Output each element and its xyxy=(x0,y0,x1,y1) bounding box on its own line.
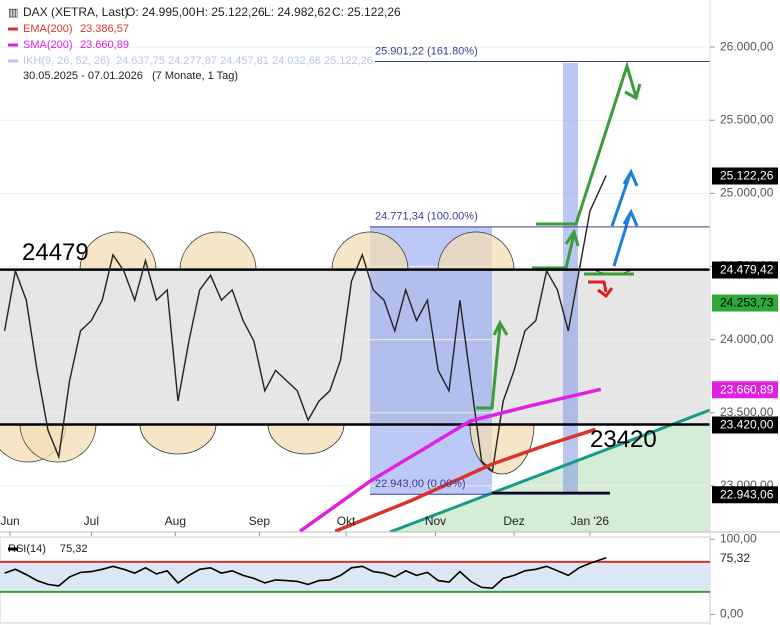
price-box xyxy=(712,416,778,434)
arrow-head xyxy=(622,168,639,187)
period: 30.05.2025 - 07.01.2026 xyxy=(23,70,143,82)
legend-name: EMA(200) xyxy=(23,23,73,35)
y-tick-label: 25.500,00 xyxy=(720,112,774,126)
y-tick-label: 23.500,00 xyxy=(720,405,774,419)
rsi-name: RSI(14) xyxy=(8,543,46,555)
rsi-value-box xyxy=(712,549,778,567)
rsi-band xyxy=(0,561,710,592)
level-label: 23420 xyxy=(590,426,657,453)
drawings xyxy=(0,60,710,532)
rsi-tick-label: 0,00 xyxy=(720,607,744,621)
highlight-band xyxy=(563,63,578,493)
arc xyxy=(469,423,535,475)
legend-value: 23.660,89 xyxy=(80,39,129,51)
rsi-line xyxy=(4,557,607,590)
series-line xyxy=(298,387,602,532)
series-line xyxy=(334,427,596,532)
arrow xyxy=(476,324,502,410)
x-tick-label: Aug xyxy=(165,514,186,528)
quote: O: 24.995,00 xyxy=(126,5,196,19)
price-box xyxy=(712,381,778,399)
arc xyxy=(19,423,97,463)
arrow xyxy=(612,213,632,267)
arc xyxy=(331,231,409,271)
quote: H: 25.122,26 xyxy=(196,5,265,19)
chart-title: DAX (XETRA, Last) xyxy=(23,5,128,19)
price-box xyxy=(712,167,778,185)
price-label: 22.943,06 xyxy=(720,487,774,501)
y-tick-label: 25.000,00 xyxy=(720,186,774,200)
price-label: 25.122,26 xyxy=(720,169,774,183)
legend-value: 23.386,57 xyxy=(80,23,129,35)
fib-label: 25.901,22 (161.80%) xyxy=(375,45,478,57)
arrow-head xyxy=(624,83,642,101)
arrow xyxy=(588,280,608,293)
level-label: 24479 xyxy=(22,239,89,266)
x-tick-label: Jul xyxy=(84,514,99,528)
fib-box xyxy=(370,226,492,495)
arc xyxy=(79,231,157,271)
legend-icon: ▥ xyxy=(8,7,18,19)
y-tick-label: 26.000,00 xyxy=(720,39,774,53)
arrow-head xyxy=(564,228,580,247)
price-box xyxy=(712,486,778,504)
arc xyxy=(437,231,515,271)
arc xyxy=(139,423,217,455)
legend: ▥ DAX (XETRA, Last) O: 24.995,00 H: 25.1… xyxy=(8,5,401,555)
arrow-head xyxy=(492,319,509,336)
fib-label: 24.771,34 (100.00%) xyxy=(375,211,478,223)
price-box xyxy=(712,294,778,312)
quote: L: 24.982,62 xyxy=(264,5,331,19)
arc xyxy=(179,231,257,271)
price-label: 23.420,00 xyxy=(720,418,774,432)
arrow xyxy=(532,233,576,270)
legend-name: IKH(9, 26, 52, 26) xyxy=(23,55,110,67)
arrow-head xyxy=(622,208,639,227)
range-band xyxy=(0,269,710,425)
quote: C: 25.122,26 xyxy=(332,5,401,19)
x-tick-label: Nov xyxy=(425,514,446,528)
rsi-value-label: 75,32 xyxy=(720,551,750,565)
period-note: (7 Monate, 1 Tag) xyxy=(152,70,238,82)
price-label: 23.660,89 xyxy=(720,382,774,396)
y-tick-label: 24.000,00 xyxy=(720,332,774,346)
arc xyxy=(267,423,345,455)
price-label: 24.479,42 xyxy=(720,263,774,277)
arrow xyxy=(610,173,632,227)
x-tick-label: Sep xyxy=(249,514,271,528)
price-box xyxy=(712,261,778,279)
legend-value: 24.637,75 24.277,87 24.457,81 24.032,66 … xyxy=(116,55,373,67)
arrow xyxy=(536,60,638,226)
x-tick-label: Dez xyxy=(503,514,524,528)
rsi-value: 75,32 xyxy=(60,543,88,555)
x-tick-label: Okt xyxy=(337,514,356,528)
rsi-tick-label: 100,00 xyxy=(720,531,757,545)
price-label: 24.253,73 xyxy=(720,296,774,310)
trend-line xyxy=(389,408,710,532)
arrow-head xyxy=(597,287,614,299)
x-tick-label: Jan '26 xyxy=(571,514,610,528)
x-tick-label: Jun xyxy=(0,514,19,528)
legend-name: SMA(200) xyxy=(23,39,73,51)
fib-label: 22.943,00 (0.00%) xyxy=(375,478,466,490)
